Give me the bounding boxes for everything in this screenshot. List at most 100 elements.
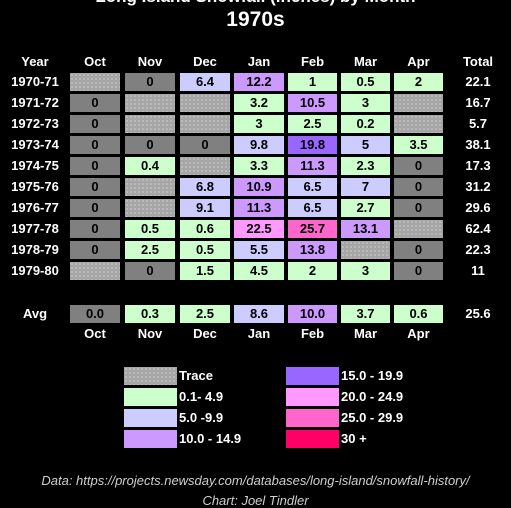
row-year-label: 1975-76 [11,179,59,194]
snowfall-cell: 0.4 [125,157,175,175]
snowfall-cell: 5 [341,136,390,154]
snowfall-cell: 2.3 [341,157,390,175]
legend-swatch [286,409,339,427]
header-month-oct: Oct [84,54,106,69]
legend-swatch [124,409,177,427]
snowfall-cell [394,220,443,238]
credit-note: Chart: Joel Tindler [202,493,309,508]
legend-label: 30 + [341,431,367,446]
snowfall-cell: 2 [288,262,337,280]
row-year-label: 1979-80 [11,263,59,278]
snowfall-cell [394,94,443,112]
snowfall-cell: 13.8 [288,241,337,259]
row-total: 16.7 [465,95,491,110]
snowfall-cell: 7 [341,178,390,196]
snowfall-cell [341,241,390,259]
row-total: 22.3 [465,242,491,257]
snowfall-cell: 4.5 [234,262,284,280]
footer-month-feb: Feb [300,326,325,341]
snowfall-cell: 0 [70,157,120,175]
snowfall-cell: 0.2 [341,115,390,133]
avg-cell: 2.5 [180,305,230,323]
chart-title-top: Long Island Snowfall (inches) by Month [0,0,511,7]
snowfall-cell: 6.5 [288,178,337,196]
legend-swatch [124,430,177,448]
row-total: 11 [471,263,485,278]
snowfall-cell: 6.5 [288,199,337,217]
row-year-label: 1974-75 [11,158,59,173]
snowfall-cell: 0 [125,262,175,280]
snowfall-cell: 0 [394,241,443,259]
snowfall-cell: 3 [341,262,390,280]
legend-swatch [286,388,339,406]
snowfall-cell: 0 [394,262,443,280]
snowfall-cell: 3.2 [234,94,284,112]
snowfall-cell: 9.8 [234,136,284,154]
legend-label: 5.0 -9.9 [179,410,224,425]
row-year-label: 1970-71 [11,74,59,89]
header-month-jan: Jan [247,54,271,69]
snowfall-cell [125,199,175,217]
footer-month-apr: Apr [407,326,430,341]
snowfall-cell: 0 [70,220,120,238]
row-total: 17.3 [465,158,491,173]
snowfall-cell: 0 [125,136,175,154]
row-year-label: 1976-77 [11,200,59,215]
snowfall-cell [180,157,230,175]
snowfall-cell: 0.5 [180,241,230,259]
snowfall-cell: 1 [288,73,337,91]
legend-label: 15.0 - 19.9 [341,368,404,383]
header-month-feb: Feb [300,54,325,69]
legend-label: 0.1- 4.9 [179,389,224,404]
header-month-nov: Nov [137,54,163,69]
source-note: Data: https://projects.newsday.com/datab… [41,473,470,488]
chart-title: 1970s [226,8,285,31]
header-year: Year [21,54,49,69]
legend-label: 20.0 - 24.9 [341,389,404,404]
row-total: 22.1 [465,74,491,89]
avg-cell: 10.0 [288,305,337,323]
snowfall-cell: 0 [394,199,443,217]
footer-month-jan: Jan [247,326,271,341]
snowfall-cell [180,94,230,112]
legend-swatch [124,388,177,406]
snowfall-cell: 6.8 [180,178,230,196]
snowfall-cell: 6.4 [180,73,230,91]
avg-total: 25.6 [465,306,491,321]
snowfall-cell [70,73,120,91]
row-year-label: 1972-73 [11,116,59,131]
footer-month-mar: Mar [353,326,378,341]
legend-swatch [286,367,339,385]
snowfall-cell: 19.8 [288,136,337,154]
legend-label: Trace [179,368,213,383]
row-total: 31.2 [465,179,491,194]
avg-cell: 8.6 [234,305,284,323]
snowfall-cell [125,115,175,133]
snowfall-cell: 13.1 [341,220,390,238]
snowfall-cell: 2.5 [125,241,175,259]
snowfall-cell: 0.5 [125,220,175,238]
row-total: 38.1 [465,137,491,152]
snowfall-cell: 2.7 [341,199,390,217]
snowfall-cell: 11.3 [234,199,284,217]
snowfall-cell: 9.1 [180,199,230,217]
snowfall-cell: 0 [70,94,120,112]
avg-cell: 0.3 [125,305,175,323]
snowfall-cell: 0 [70,199,120,217]
snowfall-cell [394,115,443,133]
snowfall-cell: 5.5 [234,241,284,259]
snowfall-cell: 22.5 [234,220,284,238]
row-year-label: 1971-72 [11,95,59,110]
avg-cell: 0.6 [394,305,443,323]
legend-swatch [124,367,177,385]
snowfall-cell: 2.5 [288,115,337,133]
snowfall-cell [180,115,230,133]
header-month-dec: Dec [193,54,217,69]
snowfall-cell: 0 [125,73,175,91]
snowfall-cell: 10.5 [288,94,337,112]
snowfall-cell: 0 [70,115,120,133]
footer-month-oct: Oct [84,326,106,341]
legend-label: 10.0 - 14.9 [179,431,242,446]
legend-swatch [286,430,339,448]
snowfall-cell: 3.5 [394,136,443,154]
